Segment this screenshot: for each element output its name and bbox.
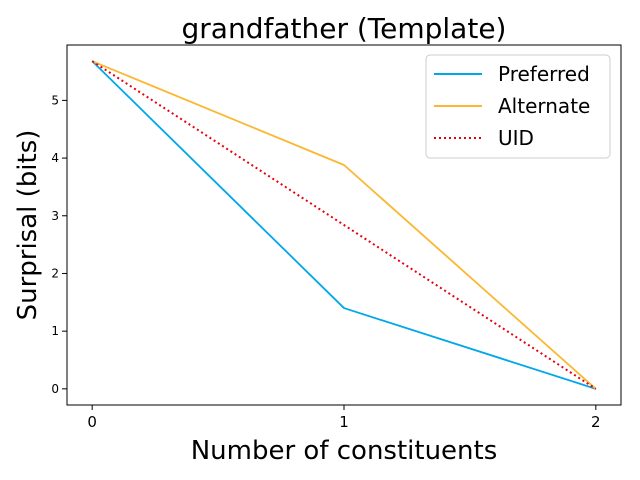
y-tick-label: 2 bbox=[51, 266, 59, 280]
y-axis-ticks: 0 1 2 3 4 5 bbox=[51, 93, 67, 396]
y-tick-label: 0 bbox=[51, 382, 59, 396]
x-tick-label: 2 bbox=[591, 413, 601, 431]
series-line-preferred bbox=[91, 60, 597, 390]
y-tick-label: 3 bbox=[51, 209, 59, 223]
y-tick-label: 5 bbox=[51, 93, 59, 107]
series-layer bbox=[91, 60, 597, 390]
y-tick-label: 4 bbox=[51, 151, 59, 165]
legend-label-preferred: Preferred bbox=[498, 62, 590, 86]
x-tick-label: 0 bbox=[87, 413, 97, 431]
y-tick-label: 1 bbox=[51, 324, 59, 338]
series-line-uid bbox=[91, 60, 597, 390]
legend-label-alternate: Alternate bbox=[498, 94, 590, 118]
x-axis-ticks: 0 1 2 bbox=[87, 405, 601, 431]
series-line-alternate bbox=[91, 60, 597, 390]
chart-title: grandfather (Template) bbox=[182, 12, 507, 45]
legend: Preferred Alternate UID bbox=[425, 54, 611, 159]
y-axis-label: Surprisal (bits) bbox=[13, 130, 43, 321]
legend-label-uid: UID bbox=[498, 126, 534, 150]
x-tick-label: 1 bbox=[339, 413, 349, 431]
legend-frame bbox=[425, 54, 611, 159]
x-axis-label: Number of constituents bbox=[191, 436, 498, 466]
